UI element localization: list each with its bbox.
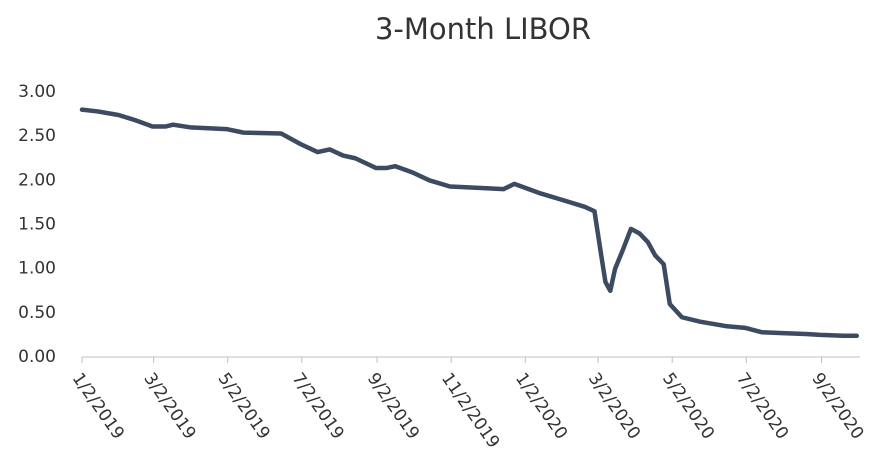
y-tick-label: 0.50 <box>18 303 56 323</box>
x-tick-label: 3/2/2019 <box>139 369 199 443</box>
chart-title: 3-Month LIBOR <box>375 12 591 46</box>
x-tick-label: 1/2/2020 <box>511 369 571 443</box>
x-tick-label: 9/2/2020 <box>807 369 867 443</box>
x-tick-label: 7/2/2019 <box>288 369 348 443</box>
x-tick-label: 3/2/2020 <box>584 369 644 443</box>
x-tick-label: 1/2/2019 <box>68 369 128 443</box>
y-tick-label: 1.50 <box>18 215 56 235</box>
y-tick-label: 0.00 <box>18 347 56 367</box>
x-tick-label: 5/2/2019 <box>214 369 274 443</box>
x-tick-label: 11/2/2019 <box>437 369 503 452</box>
x-tick-label: 5/2/2020 <box>658 369 718 443</box>
x-tick-label: 9/2/2019 <box>363 369 423 443</box>
y-tick-label: 2.00 <box>18 170 56 190</box>
y-tick-label: 3.00 <box>18 82 56 102</box>
y-tick-label: 1.00 <box>18 259 56 279</box>
y-tick-label: 2.50 <box>18 126 56 146</box>
x-tick-label: 7/2/2020 <box>732 369 792 443</box>
data-line <box>79 107 860 339</box>
